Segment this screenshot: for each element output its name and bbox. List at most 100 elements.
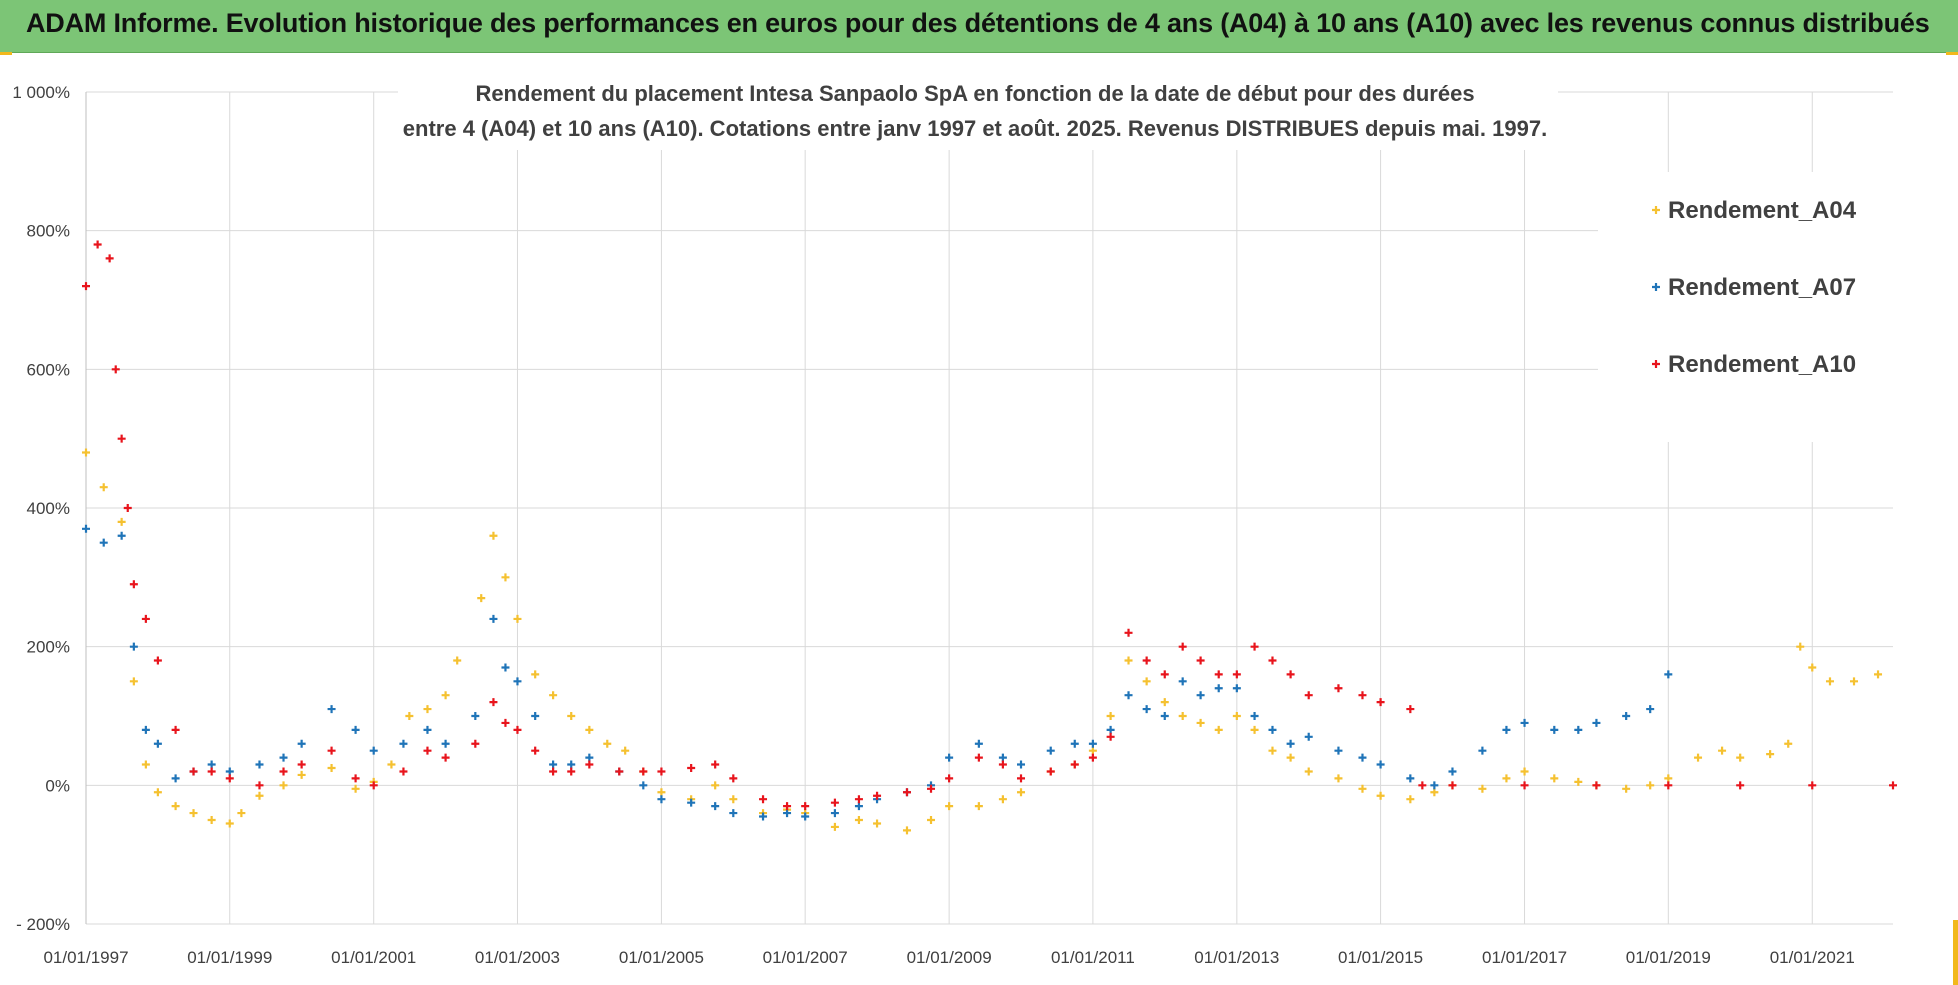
data-point (297, 770, 306, 779)
data-point (603, 739, 612, 748)
data-point (1214, 725, 1223, 734)
data-point (405, 712, 414, 720)
data-point (351, 725, 360, 734)
data-point (471, 712, 480, 720)
data-point (1142, 656, 1151, 665)
data-point (1334, 684, 1343, 693)
data-point (129, 580, 138, 589)
data-point (153, 656, 162, 665)
x-tick-label: 01/01/2021 (1770, 948, 1855, 967)
data-point (998, 795, 1007, 804)
data-point (297, 760, 306, 769)
data-point (82, 448, 90, 457)
data-point (1766, 750, 1775, 759)
data-point (225, 819, 234, 828)
data-point (927, 816, 936, 824)
data-point (830, 798, 839, 807)
data-point (237, 809, 246, 818)
data-point (585, 725, 594, 734)
data-point (225, 774, 234, 783)
data-point (171, 802, 180, 811)
data-point (902, 826, 911, 835)
data-point (441, 691, 450, 700)
data-point (1088, 739, 1097, 748)
data-point (639, 781, 648, 790)
data-point (687, 764, 696, 772)
data-point (99, 483, 108, 492)
data-point (387, 760, 396, 769)
data-point (1196, 656, 1205, 665)
corner-marker-top-right (1946, 52, 1958, 55)
data-point (1736, 753, 1745, 762)
data-point (830, 822, 839, 831)
data-point (117, 434, 126, 443)
data-point (1550, 774, 1559, 783)
data-point (1592, 781, 1601, 790)
data-point (687, 798, 696, 807)
data-point (1088, 753, 1097, 762)
data-point (1850, 677, 1859, 686)
legend-marker (1652, 206, 1660, 214)
data-point (1406, 705, 1415, 714)
data-point (441, 739, 450, 748)
data-point (1088, 746, 1097, 755)
data-point (1622, 784, 1631, 793)
data-point (1574, 725, 1583, 734)
y-tick-label: 1 000% (12, 83, 70, 102)
data-point (471, 739, 480, 748)
x-tick-labels: 01/01/1997 01/01/1999 01/01/2001 01/01/2003… (43, 948, 1854, 967)
data-point (1196, 691, 1205, 700)
data-point (873, 791, 882, 800)
x-tick-label: 01/01/2001 (331, 948, 416, 967)
y-tick-label: 400% (27, 499, 70, 518)
y-tick-label: 600% (27, 360, 70, 379)
data-point (801, 812, 810, 821)
data-point (1017, 788, 1026, 797)
data-point (1250, 712, 1259, 720)
data-point (1574, 777, 1583, 786)
x-tick-label: 01/01/2003 (475, 948, 560, 967)
data-point (854, 795, 863, 804)
data-point (423, 725, 432, 734)
header-title: ADAM Informe. Evolution historique des p… (26, 8, 1930, 38)
data-point (1664, 774, 1673, 783)
data-point (549, 691, 558, 700)
data-point (1070, 760, 1079, 769)
x-tick-label: 01/01/2019 (1626, 948, 1711, 967)
data-point (1646, 705, 1655, 714)
data-point (1142, 677, 1151, 686)
data-point (531, 670, 540, 679)
data-point (974, 753, 983, 762)
data-point (1784, 739, 1793, 748)
data-point (1214, 670, 1223, 679)
data-point (1376, 760, 1385, 769)
x-tick-label: 01/01/2007 (763, 948, 848, 967)
data-point (1376, 698, 1385, 707)
data-point (585, 760, 594, 769)
data-point (207, 767, 216, 776)
data-point (1142, 705, 1151, 714)
grid-layer (85, 91, 1893, 925)
data-point (1124, 656, 1133, 665)
data-point (1718, 746, 1727, 755)
data-point (1520, 767, 1529, 776)
data-point (1106, 732, 1115, 741)
data-point (82, 282, 90, 291)
data-point (1232, 684, 1241, 693)
data-point (1232, 712, 1241, 720)
data-point (1178, 712, 1187, 720)
data-point (729, 774, 738, 783)
data-point (567, 712, 576, 720)
data-point (1358, 784, 1367, 793)
data-point (1046, 767, 1055, 776)
data-point (1334, 746, 1343, 755)
data-point (1664, 781, 1673, 790)
data-point (1178, 677, 1187, 686)
data-point (513, 677, 522, 686)
data-point (255, 781, 264, 790)
data-point (567, 767, 576, 776)
data-point (441, 753, 450, 762)
data-point (141, 760, 150, 769)
data-point (1358, 691, 1367, 700)
y-tick-label: - 200% (16, 915, 70, 934)
